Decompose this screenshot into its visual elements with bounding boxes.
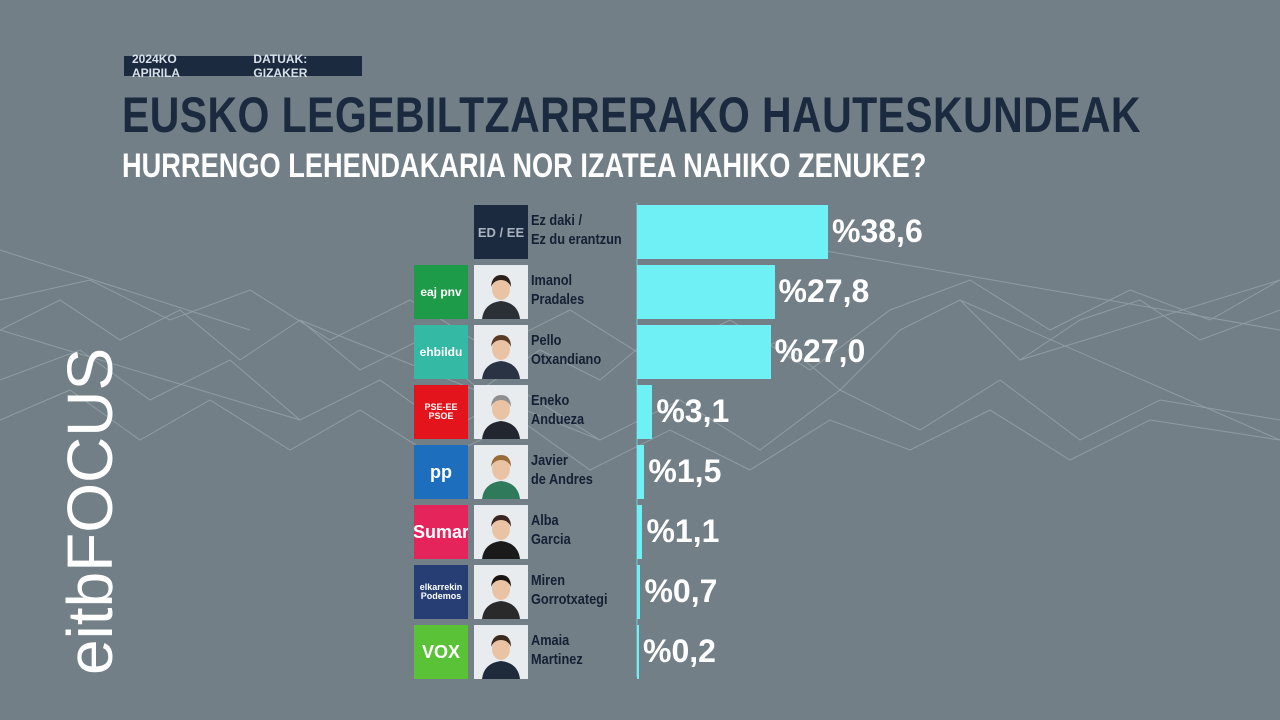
name-line-2: Pradales (531, 291, 585, 308)
candidate-name: Imanol Pradales (531, 271, 625, 309)
name-line-2: Garcia (531, 531, 571, 548)
name-line-2: Ez du erantzun (531, 231, 622, 248)
candidate-name: Alba Garcia (531, 511, 625, 549)
party-logo: Sumar (414, 505, 468, 559)
candidate-name: Ez daki / Ez du erantzun (531, 211, 625, 249)
source-tag: 2024KO APIRILA DATUAK: GIZAKER (124, 52, 362, 80)
bar-row: ehbildu Pello Otxandiano %27,0 (0, 325, 1280, 379)
candidate-name: Pello Otxandiano (531, 331, 625, 369)
party-logo: PSE-EE PSOE (414, 385, 468, 439)
party-logo: ehbildu (414, 325, 468, 379)
candidate-photo (474, 265, 528, 319)
value-label: %3,1 (656, 393, 730, 429)
name-line-1: Pello (531, 332, 562, 349)
value-label: %38,6 (832, 213, 923, 249)
candidate-photo (474, 565, 528, 619)
name-line-1: Imanol (531, 272, 573, 289)
party-logo: pp (414, 445, 468, 499)
candidate-name: Javier de Andres (531, 451, 625, 489)
name-line-1: Ez daki / (531, 212, 583, 229)
bar (637, 265, 775, 319)
value-label: %27,8 (778, 273, 870, 309)
bar (637, 385, 653, 439)
date-tag: 2024KO APIRILA (132, 52, 180, 80)
bar (637, 505, 643, 559)
bar-row: PSE-EE PSOE Eneko Andueza %3,1 (0, 385, 1280, 439)
bar-row: elkarrekin Podemos Miren Gorrotxategi %0,7 (0, 565, 1280, 619)
name-line-1: Eneko (531, 392, 570, 409)
name-line-1: Javier (531, 452, 568, 469)
bar-row: pp Javier de Andres %1,5 (0, 445, 1280, 499)
candidate-name: Eneko Andueza (531, 391, 625, 429)
eitb-focus-logo: eitbFOCUS (40, 205, 130, 675)
bar-row: eaj pnv Imanol Pradales %27,8 (0, 265, 1280, 319)
page-title: EUSKO LEGEBILTZARRERAKO HAUTESKUNDEAK (122, 87, 1141, 143)
candidate-name: Miren Gorrotxategi (531, 571, 625, 609)
value-label: %0,2 (643, 633, 716, 669)
name-line-1: Amaia (531, 632, 570, 649)
value-label: %1,5 (648, 453, 722, 489)
value-label: %27,0 (774, 333, 866, 369)
logo-text: eitbFOCUS (54, 348, 126, 675)
name-line-2: Martinez (531, 651, 583, 668)
value-label: %1,1 (646, 513, 720, 549)
party-logo: eaj pnv (414, 265, 468, 319)
name-line-1: Miren (531, 572, 566, 589)
bar (637, 205, 828, 259)
name-line-1: Alba (531, 512, 559, 529)
party-logo: elkarrekin Podemos (414, 565, 468, 619)
bar-row: ED / EE Ez daki / Ez du erantzun %38,6 (0, 205, 1280, 259)
bar (637, 625, 639, 679)
page-subtitle: HURRENGO LEHENDAKARIA NOR IZATEA NAHIKO … (122, 147, 927, 185)
bar (637, 325, 771, 379)
candidate-name: Amaia Martinez (531, 631, 625, 669)
chart-axis-baseline (636, 203, 638, 677)
dont-know-label: ED / EE (474, 205, 528, 259)
candidate-photo (474, 385, 528, 439)
name-line-2: de Andres (531, 471, 593, 488)
bar (637, 445, 645, 499)
value-label: %0,7 (644, 573, 718, 609)
name-line-2: Otxandiano (531, 351, 602, 368)
candidate-photo (474, 445, 528, 499)
bar-row: VOX Amaia Martinez %0,2 (0, 625, 1280, 679)
name-line-2: Andueza (531, 411, 585, 428)
bar (637, 565, 641, 619)
candidate-photo (474, 505, 528, 559)
candidate-photo (474, 325, 528, 379)
bar-row: Sumar Alba Garcia %1,1 (0, 505, 1280, 559)
data-source: DATUAK: GIZAKER (253, 52, 308, 80)
party-logo: VOX (414, 625, 468, 679)
name-line-2: Gorrotxategi (531, 591, 608, 608)
candidate-photo (474, 625, 528, 679)
